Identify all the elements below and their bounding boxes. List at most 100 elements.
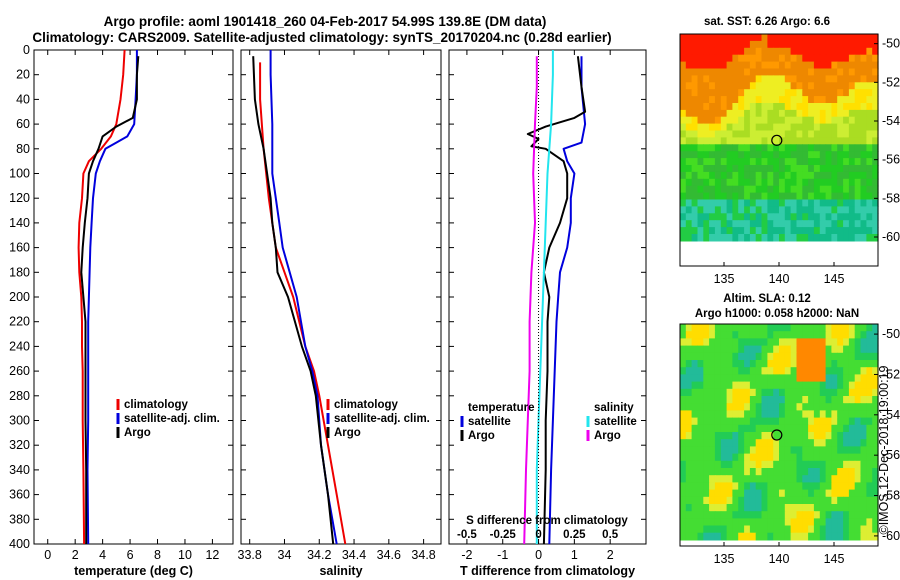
field-cell <box>819 34 827 42</box>
field-cell <box>767 178 774 187</box>
field-cell <box>843 151 850 159</box>
field-cell <box>773 525 780 534</box>
field-cell <box>790 227 797 235</box>
field-cell <box>697 171 704 180</box>
field-cell <box>813 403 821 411</box>
field-cell <box>773 158 780 166</box>
field-cell <box>685 424 693 433</box>
field-cell <box>802 417 809 426</box>
field-cell <box>709 367 716 375</box>
field-cell <box>755 489 763 498</box>
y-tick-label: -56 <box>882 448 900 462</box>
field-cell <box>714 432 722 440</box>
field-cell <box>843 178 850 187</box>
field-cell <box>843 130 850 138</box>
field-cell <box>732 185 739 194</box>
field-cell <box>866 460 873 469</box>
field-cell <box>843 144 850 152</box>
field-cell <box>866 165 873 173</box>
field-cell <box>825 130 832 138</box>
field-cell <box>843 192 850 201</box>
field-cell <box>837 439 844 447</box>
field-cell <box>866 388 873 397</box>
field-cell <box>854 525 862 534</box>
field-cell <box>697 227 704 235</box>
field-cell <box>784 54 792 63</box>
field-cell <box>796 116 803 125</box>
field-cell <box>784 403 792 411</box>
field-cell <box>767 374 774 383</box>
field-cell <box>714 144 722 152</box>
field-cell <box>790 61 797 70</box>
field-cell <box>872 199 879 207</box>
field-cell <box>773 171 780 180</box>
field-cell <box>808 532 815 541</box>
field-cell <box>825 34 832 42</box>
field-cell <box>813 532 821 541</box>
field-cell <box>773 185 780 194</box>
field-cell <box>784 206 792 214</box>
field-cell <box>691 34 698 42</box>
field-cell <box>854 331 862 339</box>
field-cell <box>767 68 774 76</box>
field-cell <box>726 446 733 455</box>
field-cell <box>703 54 710 63</box>
field-cell <box>755 178 763 187</box>
field-cell <box>744 40 751 49</box>
field-cell <box>680 374 687 383</box>
field-cell <box>767 227 774 235</box>
field-cell <box>784 453 792 462</box>
field-cell <box>784 96 792 104</box>
field-cell <box>738 410 745 419</box>
field-cell <box>720 54 728 63</box>
field-cell <box>860 453 867 462</box>
field-cell <box>691 96 698 104</box>
field-cell <box>714 61 722 70</box>
field-cell <box>685 199 693 207</box>
field-cell <box>749 388 757 397</box>
field-cell <box>720 40 728 49</box>
field-cell <box>779 220 786 228</box>
field-cell <box>755 234 763 242</box>
field-cell <box>831 525 838 534</box>
field-cell <box>738 475 745 483</box>
field-cell <box>848 396 856 404</box>
field-cell <box>755 374 763 383</box>
field-cell <box>837 109 844 118</box>
field-cell <box>808 432 815 440</box>
field-cell <box>697 475 704 483</box>
field-cell <box>848 446 856 455</box>
field-cell <box>720 403 728 411</box>
field-cell <box>749 532 757 541</box>
field-cell <box>755 338 763 347</box>
legend-label: Argo <box>334 427 361 439</box>
field-cell <box>790 34 797 42</box>
field-cell <box>837 185 844 194</box>
field-cell <box>808 388 815 397</box>
field-cell <box>808 439 815 447</box>
y-tick-label: 340 <box>9 463 30 477</box>
field-cell <box>872 144 879 152</box>
field-cell <box>848 403 856 411</box>
field-cell <box>749 96 757 104</box>
field-cell <box>819 47 827 56</box>
field-cell <box>784 199 792 207</box>
field-cell <box>738 331 745 339</box>
field-cell <box>749 199 757 207</box>
field-cell <box>825 220 832 228</box>
field-cell <box>697 192 704 201</box>
field-cell <box>767 532 774 541</box>
field-cell <box>755 352 763 361</box>
field-cell <box>703 185 710 194</box>
field-cell <box>773 116 780 125</box>
field-cell <box>796 482 803 491</box>
field-cell <box>813 511 821 519</box>
field-cell <box>726 482 733 491</box>
field-cell <box>773 367 780 375</box>
field-cell <box>720 109 728 118</box>
field-cell <box>709 374 716 383</box>
field-cell <box>680 381 687 390</box>
field-cell <box>680 178 687 187</box>
field-cell <box>709 116 716 125</box>
